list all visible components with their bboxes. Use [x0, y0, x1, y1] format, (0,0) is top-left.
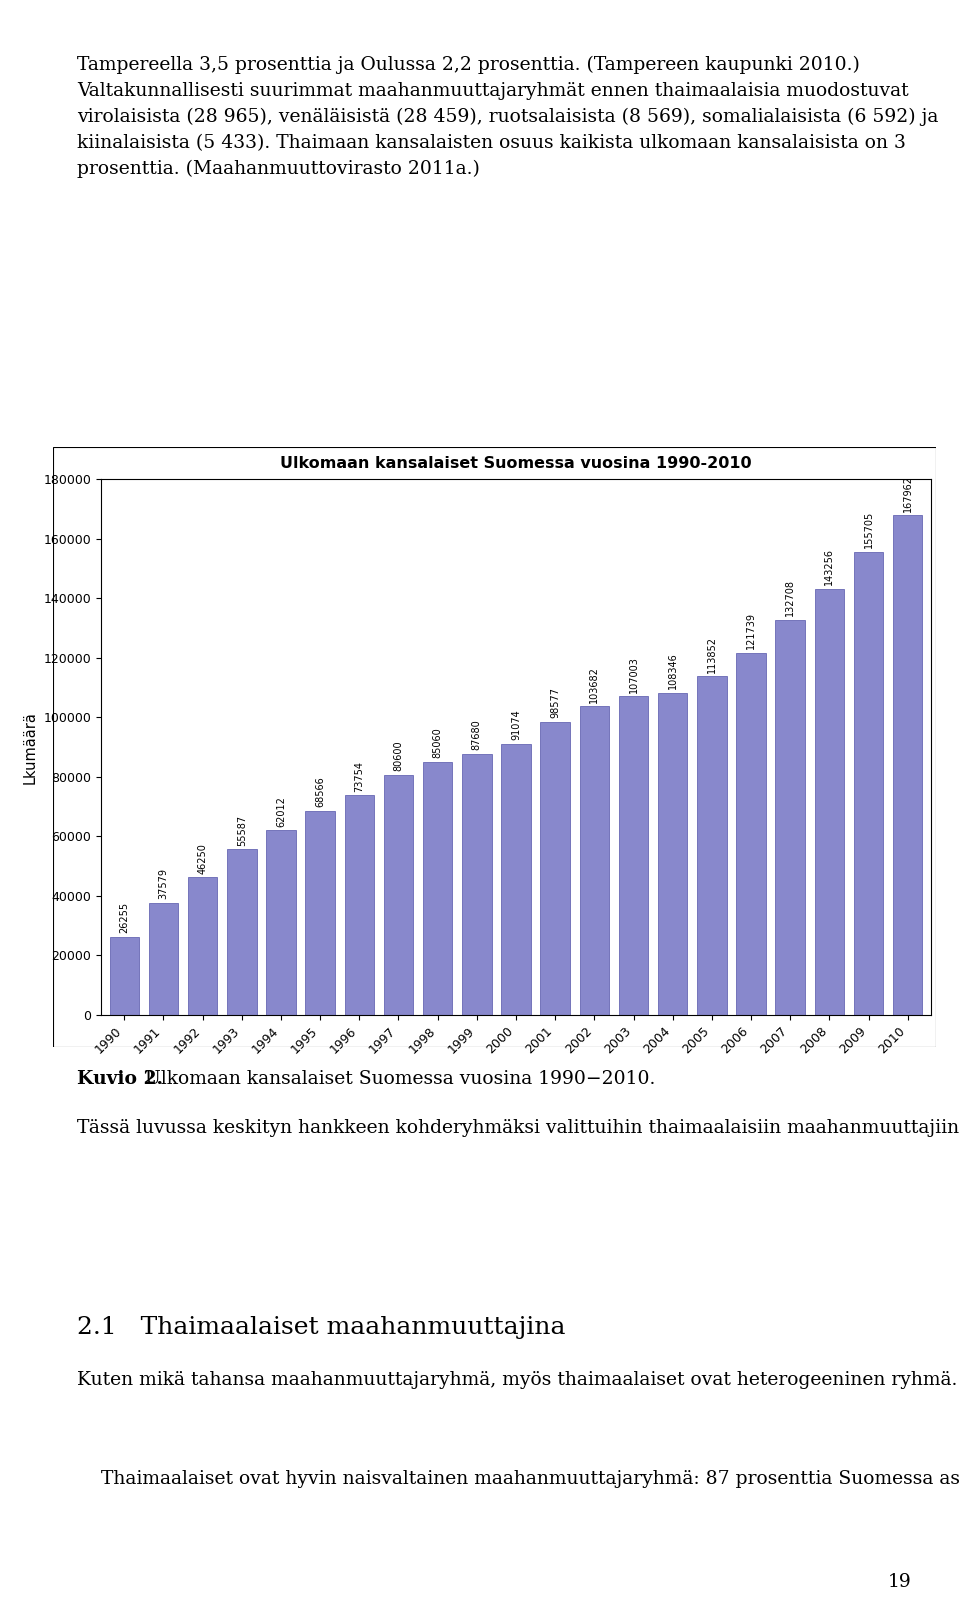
Text: 87680: 87680 [471, 719, 482, 751]
Bar [501, 745, 531, 1015]
Text: 68566: 68566 [315, 777, 325, 807]
Text: 143256: 143256 [825, 548, 834, 585]
Bar [540, 722, 570, 1015]
Y-axis label: Lkumäärä: Lkumäärä [23, 711, 37, 783]
Bar [384, 775, 413, 1015]
Title: Ulkomaan kansalaiset Suomessa vuosina 1990-2010: Ulkomaan kansalaiset Suomessa vuosina 19… [280, 457, 752, 471]
Text: 26255: 26255 [119, 901, 130, 933]
Text: 37579: 37579 [158, 868, 168, 900]
Text: Kuvio 2.: Kuvio 2. [77, 1069, 163, 1088]
Text: 91074: 91074 [511, 710, 521, 740]
Bar [580, 706, 609, 1015]
Bar [462, 754, 492, 1015]
Bar [658, 692, 687, 1015]
Bar [815, 588, 844, 1015]
Text: Ulkomaan kansalaiset Suomessa vuosina 1990−2010.: Ulkomaan kansalaiset Suomessa vuosina 19… [145, 1069, 656, 1088]
Text: Thaimaalaiset ovat hyvin naisvaltainen maahanmuuttajaryhmä: 87 prosenttia Suomes: Thaimaalaiset ovat hyvin naisvaltainen m… [77, 1470, 960, 1488]
Bar [736, 652, 766, 1015]
Text: 62012: 62012 [276, 796, 286, 826]
Bar [423, 762, 452, 1015]
Text: 80600: 80600 [394, 741, 403, 772]
Text: 2.1   Thaimaalaiset maahanmuuttajina: 2.1 Thaimaalaiset maahanmuuttajina [77, 1317, 565, 1339]
Bar [345, 796, 374, 1015]
Bar [697, 676, 727, 1015]
Text: 85060: 85060 [433, 727, 443, 757]
Bar [149, 903, 179, 1015]
Text: Kuten mikä tahansa maahanmuuttajaryhmä, myös thaimaalaiset ovat heterogeeninen r: Kuten mikä tahansa maahanmuuttajaryhmä, … [77, 1371, 960, 1389]
Text: 167962: 167962 [902, 475, 913, 511]
Bar [109, 936, 139, 1015]
Bar [228, 850, 256, 1015]
Bar [893, 515, 923, 1015]
Bar [266, 831, 296, 1015]
Text: 121739: 121739 [746, 612, 756, 649]
Text: 73754: 73754 [354, 761, 365, 793]
Bar [853, 551, 883, 1015]
Text: 19: 19 [888, 1572, 912, 1592]
Text: 46250: 46250 [198, 842, 207, 874]
Text: 108346: 108346 [667, 652, 678, 689]
Bar [619, 697, 648, 1015]
Text: 103682: 103682 [589, 666, 599, 703]
Text: Tampereella 3,5 prosenttia ja Oulussa 2,2 prosenttia. (Tampereen kaupunki 2010.): Tampereella 3,5 prosenttia ja Oulussa 2,… [77, 56, 938, 177]
Text: Tässä luvussa keskityn hankkeen kohderyhmäksi valittuihin thaimaalaisiin maahanm: Tässä luvussa keskityn hankkeen kohderyh… [77, 1119, 960, 1136]
Text: 113852: 113852 [707, 636, 717, 673]
Text: 132708: 132708 [785, 580, 795, 617]
Text: 55587: 55587 [237, 815, 247, 845]
Bar [776, 620, 804, 1015]
Bar [188, 877, 217, 1015]
Text: 98577: 98577 [550, 687, 561, 718]
Text: 155705: 155705 [864, 511, 874, 548]
Bar [305, 810, 335, 1015]
Text: 107003: 107003 [629, 657, 638, 694]
